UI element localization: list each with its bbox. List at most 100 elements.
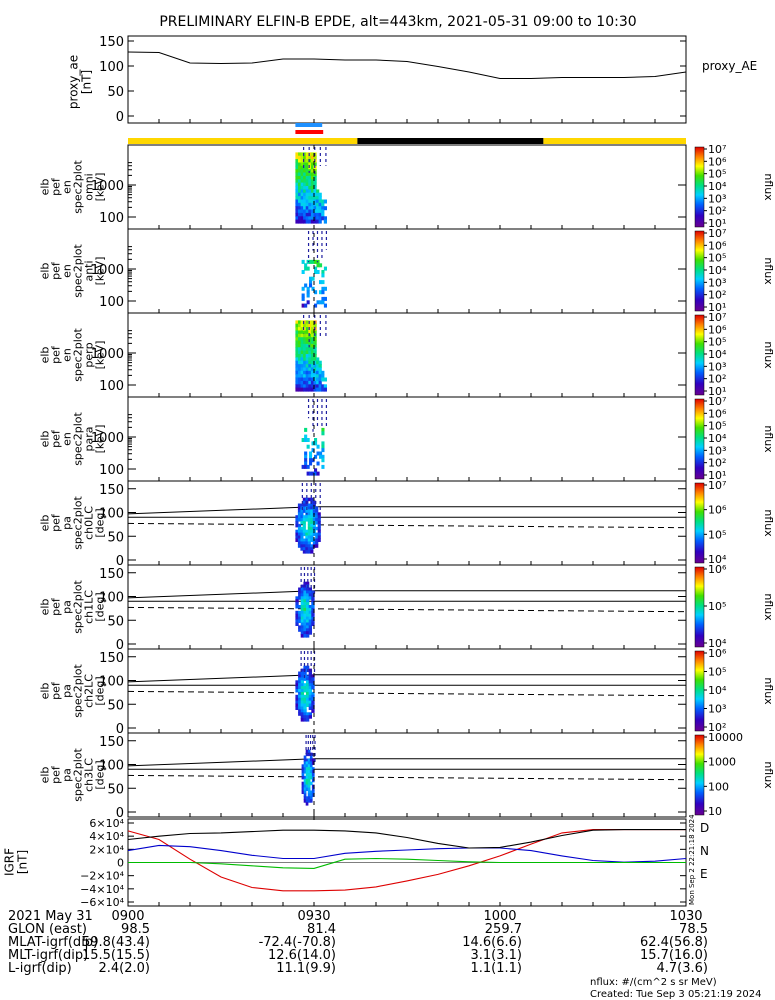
spectrogram-cell <box>305 330 309 335</box>
spectrogram-cell <box>308 323 312 328</box>
pitch-angle-cell <box>300 689 304 693</box>
panel-ytick-label: 150 <box>99 735 124 750</box>
spectrogram-cell <box>295 347 299 352</box>
pitch-angle-cell <box>307 550 311 554</box>
spectrogram-cell <box>318 387 322 392</box>
pitch-angle-cell <box>308 683 312 687</box>
igrf-ytick-label: −6×10⁴ <box>80 896 124 909</box>
spectrogram-cell <box>309 283 313 288</box>
pitch-angle-cell <box>300 518 304 522</box>
spectrogram-cell <box>310 206 315 211</box>
pitch-angle-cell <box>303 706 307 710</box>
spectrogram-cell <box>303 219 307 224</box>
spectrogram-cell <box>321 209 325 214</box>
pitch-angle-cell <box>303 712 307 716</box>
pitch-angle-cell <box>311 683 315 687</box>
colorbar-tick-label: 10⁴ <box>708 637 727 650</box>
colorbar-tick-label: 10³ <box>708 276 726 289</box>
spectrogram-cell <box>310 219 315 224</box>
pitch-angle-cell <box>312 518 316 522</box>
loss-cone-line <box>127 590 315 599</box>
pitch-angle-cell <box>301 790 305 794</box>
pitch-angle-cell <box>303 796 307 800</box>
pitch-angle-cell <box>310 512 314 516</box>
spectrogram-cell <box>310 202 315 207</box>
spectrogram-cell <box>311 286 315 291</box>
pitch-angle-cell <box>311 700 315 705</box>
spectrogram-cell <box>310 169 315 174</box>
pitch-angle-cell <box>308 694 312 699</box>
spectrogram-cell <box>300 199 304 204</box>
pitch-angle-cell <box>305 770 309 774</box>
spectrogram-cell <box>323 206 327 211</box>
spectrogram-cell <box>298 340 302 345</box>
colorbar <box>694 398 705 480</box>
spectrogram-cell <box>316 380 320 385</box>
spectrogram-cell <box>304 438 308 442</box>
pitch-angle-cell <box>306 610 310 615</box>
spectrogram-cell <box>311 458 315 463</box>
spectrogram-cell <box>321 384 325 389</box>
spectrogram-cell <box>316 212 320 217</box>
colorbar-tick-label: 100 <box>708 780 729 793</box>
spectrogram-cell <box>300 360 304 365</box>
spectrogram-cell <box>295 377 299 382</box>
spectrogram-cell <box>310 172 315 177</box>
colorbar-tick-label: 10⁷ <box>708 479 726 492</box>
spectrogram-cell <box>311 441 315 446</box>
spectrogram-cell <box>319 280 323 285</box>
spectrogram-cell <box>295 182 299 187</box>
panel-ytick-label: 1000 <box>91 431 124 446</box>
pitch-angle-cell <box>307 535 311 539</box>
pitch-angle-cell <box>303 610 307 615</box>
spectrogram-cell <box>323 266 327 271</box>
pitch-angle-cell <box>308 607 312 612</box>
spectrogram-cell <box>306 286 310 291</box>
proxy-ae-ytick-label: 50 <box>107 85 124 100</box>
pitch-angle-cell <box>308 703 312 707</box>
pitch-angle-cell <box>303 587 307 591</box>
pitch-angle-cell <box>301 770 305 774</box>
colorbar-label: nflux <box>762 425 775 453</box>
panel-frame <box>127 564 687 650</box>
pitch-angle-cell <box>310 544 314 548</box>
colorbar-tick-label: 10⁵ <box>708 666 726 679</box>
pitch-angle-cell <box>308 671 312 675</box>
pitch-angle-cell <box>317 518 321 522</box>
pitch-angle-cell <box>311 784 315 789</box>
spectrogram-cell <box>318 377 322 382</box>
pitch-angle-cell <box>306 599 310 603</box>
spectrogram-cell <box>308 155 312 160</box>
spectrogram-cell <box>298 367 302 372</box>
pitch-angle-cell <box>303 781 307 786</box>
spectrogram-cell <box>308 387 312 392</box>
spectrogram-cell <box>318 364 322 369</box>
pitch-angle-cell <box>298 703 302 707</box>
pitch-angle-cell <box>303 631 307 635</box>
pitch-angle-cell <box>300 607 304 612</box>
colorbar <box>694 482 705 564</box>
spectrogram-cell <box>295 165 299 170</box>
pitch-angle-cell <box>303 605 307 609</box>
pitch-angle-cell <box>303 634 307 638</box>
footer-row-label: 2021 May 31 <box>8 909 93 924</box>
colorbar-tick-label: 1000 <box>708 756 736 769</box>
spectrogram-cell <box>300 327 304 332</box>
colorbar-tick-label: 10⁶ <box>708 323 727 336</box>
anti-loss-cone-line <box>127 522 687 529</box>
footer-row-label: L-igrf(dip) <box>8 961 72 976</box>
pitch-angle-cell <box>298 590 302 594</box>
pitch-angle-cell <box>307 773 311 777</box>
energy-spectrogram-panel: 1001000elbpefenspec2plotomni[keV]10¹10²1… <box>39 143 775 230</box>
pitch-angle-cell <box>295 622 299 626</box>
spectrogram-cell <box>308 320 312 325</box>
pitch-angle-cell <box>305 778 309 783</box>
spectrogram-cell <box>308 209 312 214</box>
spectrogram-cell <box>313 162 317 167</box>
pitch-angle-cell <box>298 674 302 678</box>
pitch-angle-cell <box>303 793 307 797</box>
spectrogram-cell <box>298 384 302 389</box>
spectrogram-cell <box>313 337 317 342</box>
spectrogram-cell <box>303 169 307 174</box>
